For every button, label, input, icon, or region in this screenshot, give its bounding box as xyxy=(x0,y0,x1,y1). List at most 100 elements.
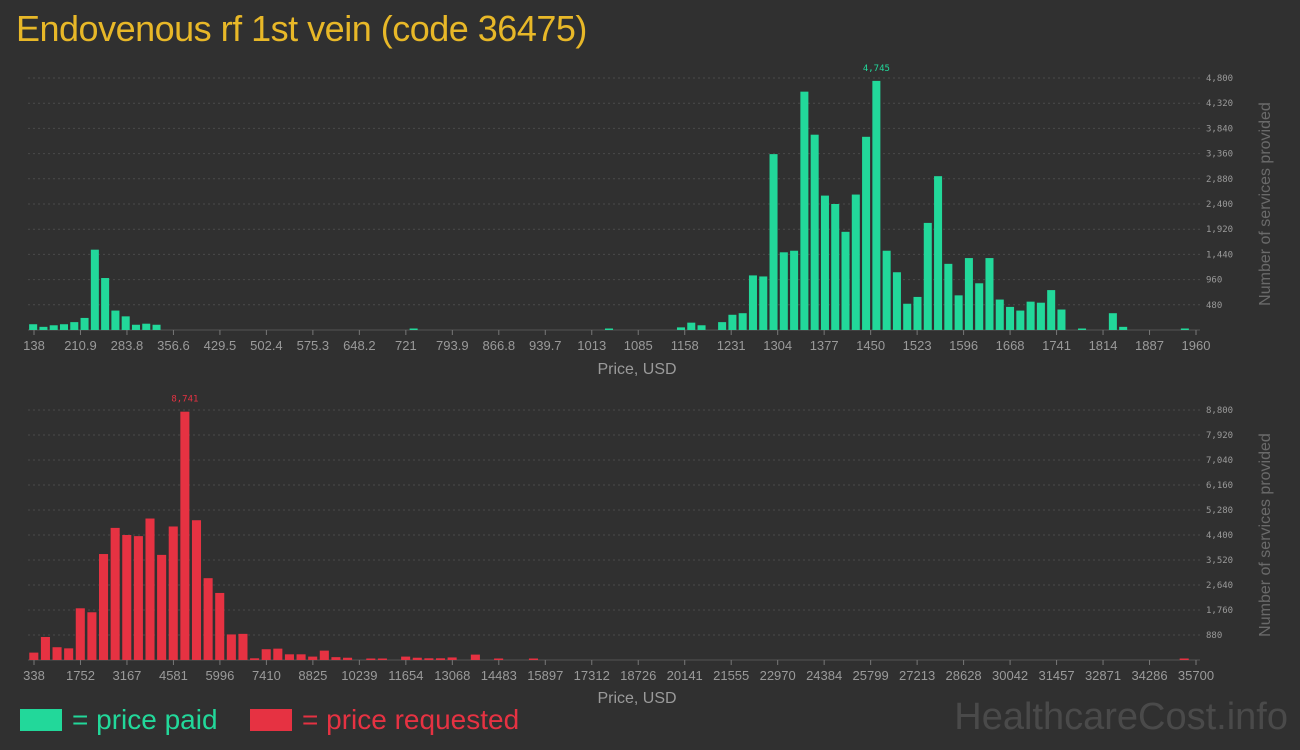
legend-price-paid: = price paid xyxy=(20,704,218,736)
x-tick-label: 10239 xyxy=(341,668,377,683)
y-tick-label: 3,520 xyxy=(1206,556,1233,566)
histogram-bar xyxy=(862,136,871,330)
histogram-bar xyxy=(1180,328,1189,330)
histogram-bar xyxy=(841,231,850,330)
histogram-bar xyxy=(1119,326,1128,330)
histogram-bar xyxy=(52,647,62,660)
y-tick-label: 480 xyxy=(1206,301,1222,311)
x-tick-label: 1523 xyxy=(903,338,932,353)
histogram-bar xyxy=(203,578,213,660)
y-tick-label: 3,360 xyxy=(1206,150,1233,160)
histogram-bar xyxy=(851,194,860,330)
histogram-bar xyxy=(49,325,58,330)
y-tick-label: 880 xyxy=(1206,631,1222,641)
histogram-bar xyxy=(59,324,69,330)
histogram-bar xyxy=(343,657,353,660)
histogram-bar xyxy=(1006,306,1015,330)
x-tick-label: 22970 xyxy=(760,668,796,683)
histogram-bar xyxy=(261,649,271,660)
histogram-bar xyxy=(687,322,696,330)
x-tick-label: 1596 xyxy=(949,338,978,353)
histogram-bar xyxy=(494,658,504,660)
x-tick-label: 20141 xyxy=(667,668,703,683)
histogram-bar xyxy=(1078,328,1087,330)
histogram-bar xyxy=(401,656,411,660)
x-tick-label: 5996 xyxy=(205,668,234,683)
histogram-bar xyxy=(131,324,140,330)
histogram-bar xyxy=(447,657,457,660)
x-tick-label: 11654 xyxy=(388,668,423,683)
x-tick-label: 24384 xyxy=(806,668,842,683)
y-tick-label: 8,800 xyxy=(1206,406,1233,416)
x-tick-label: 18726 xyxy=(620,668,656,683)
histogram-bar xyxy=(995,299,1004,330)
x-tick-label: 35700 xyxy=(1178,668,1214,683)
x-tick-label: 1450 xyxy=(856,338,885,353)
histogram-bar xyxy=(820,195,829,330)
y-axis-title: Number of services provided xyxy=(1257,102,1274,306)
x-tick-label: 793.9 xyxy=(436,338,469,353)
histogram-bar xyxy=(676,327,685,330)
x-tick-label: 1741 xyxy=(1042,338,1071,353)
histogram-bar xyxy=(250,658,260,660)
histogram-bar xyxy=(238,633,248,660)
histogram-bar xyxy=(80,317,89,330)
histogram-bar xyxy=(122,535,132,660)
price-requested-histogram: 880 1,760 2,640 3,520 4,400 5,280 6,160 7,040 7,… xyxy=(23,395,1274,707)
x-tick-label: 283.8 xyxy=(111,338,144,353)
x-tick-label: 1887 xyxy=(1135,338,1164,353)
histogram-bar xyxy=(1108,313,1117,330)
histogram-bar xyxy=(810,134,819,330)
y-tick-label: 1,920 xyxy=(1206,225,1233,235)
x-tick-label: 1377 xyxy=(810,338,839,353)
histogram-bar xyxy=(718,322,727,330)
histogram-bar xyxy=(954,295,963,330)
x-tick-label: 1231 xyxy=(717,338,746,353)
histogram-bar xyxy=(831,204,840,330)
chart-title: Endovenous rf 1st vein (code 36475) xyxy=(16,8,587,49)
price-paid-histogram: 480 960 1,440 1,920 2,400 2,880 3,360 3,840 4,32… xyxy=(23,64,1274,378)
histogram-bar xyxy=(697,325,706,330)
histogram-bar xyxy=(284,654,294,660)
x-tick-label: 15897 xyxy=(527,668,563,683)
x-tick-label: 8825 xyxy=(298,668,327,683)
x-tick-label: 32871 xyxy=(1085,668,1121,683)
histogram-bar xyxy=(29,324,38,330)
x-tick-label: 3167 xyxy=(112,668,141,683)
histogram-bar xyxy=(748,275,757,330)
max-value-annotation: 8,741 xyxy=(171,395,198,405)
histogram-bar xyxy=(70,322,79,330)
legend-swatch-paid xyxy=(20,709,62,731)
y-tick-label: 2,400 xyxy=(1206,200,1233,210)
histogram-bar xyxy=(913,296,922,330)
x-tick-label: 648.2 xyxy=(343,338,376,353)
y-tick-label: 6,160 xyxy=(1206,481,1233,491)
histogram-bar xyxy=(121,316,130,330)
x-tick-label: 356.6 xyxy=(157,338,190,353)
histogram-bar xyxy=(1026,301,1035,330)
x-tick-label: 1960 xyxy=(1182,338,1211,353)
histogram-bar xyxy=(985,258,994,330)
histogram-bar xyxy=(273,648,283,660)
histogram-bar xyxy=(944,263,953,330)
x-tick-label: 28628 xyxy=(946,668,982,683)
histogram-bar xyxy=(98,554,109,660)
histogram-bar xyxy=(412,657,422,660)
histogram-bar xyxy=(40,636,50,660)
y-tick-label: 5,280 xyxy=(1206,506,1233,516)
x-tick-label: 502.4 xyxy=(250,338,283,353)
x-tick-label: 1304 xyxy=(763,338,792,353)
legend-label-paid: = price paid xyxy=(72,704,218,735)
max-value-annotation: 4,745 xyxy=(863,64,890,74)
histogram-bar xyxy=(64,648,74,660)
histogram-bar xyxy=(377,658,387,660)
x-tick-label: 4581 xyxy=(159,668,188,683)
x-tick-label: 1013 xyxy=(577,338,606,353)
y-tick-label: 2,880 xyxy=(1206,175,1233,185)
histogram-bar xyxy=(366,658,376,660)
x-tick-label: 25799 xyxy=(853,668,889,683)
x-tick-label: 34286 xyxy=(1131,668,1167,683)
histogram-bar xyxy=(1179,658,1189,660)
histogram-bar xyxy=(226,634,236,660)
